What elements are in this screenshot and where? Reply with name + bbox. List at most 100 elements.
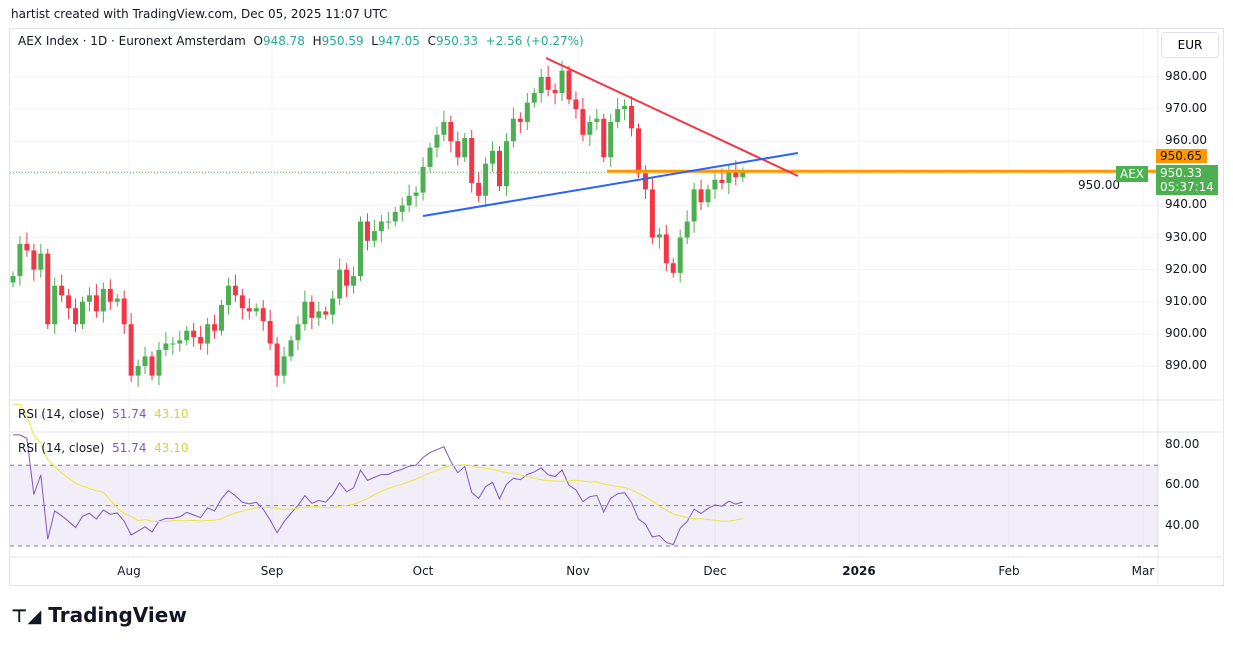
trendline-up [422, 152, 799, 217]
candle-body [510, 118, 516, 142]
open-value: 948.78 [262, 34, 305, 48]
candle-body [642, 173, 648, 190]
candle-body [566, 70, 572, 100]
candle-body [100, 288, 106, 312]
candle-body [455, 141, 461, 158]
symbol-badge: AEX [1116, 166, 1149, 182]
candle-body [344, 269, 350, 286]
candle-body [441, 121, 447, 135]
logo-icon: ⊤◢ [11, 606, 42, 627]
candle-body [239, 295, 245, 309]
candle-body [135, 365, 141, 376]
rsi-legend-collapsed[interactable]: RSI (14, close) 51.74 43.10 [18, 407, 188, 421]
close-label: C [427, 34, 436, 48]
candle-body [309, 301, 315, 318]
candle-body [205, 324, 211, 344]
candle-body [31, 250, 37, 270]
candle-body [52, 285, 58, 325]
candle-body [580, 109, 586, 135]
candle-body [399, 205, 405, 212]
candle-body [503, 141, 509, 187]
low-value: 947.05 [377, 34, 420, 48]
candle-body [517, 118, 523, 122]
candle-body [684, 221, 690, 238]
rsi-tick: 40.00 [1165, 517, 1200, 532]
time-tick: Dec [703, 564, 727, 578]
time-tick: Nov [566, 564, 590, 578]
candle-body [608, 121, 614, 158]
candle-body [142, 356, 148, 366]
candle-body [198, 337, 204, 344]
candle-body [733, 170, 739, 178]
rsi-band [10, 465, 1158, 546]
candle-body [177, 340, 183, 344]
rsi-tick: 60.00 [1165, 477, 1200, 492]
symbol-label: AEX Index · 1D · Euronext Amsterdam [18, 34, 246, 48]
candle-body [636, 128, 641, 174]
candle-body [719, 179, 725, 183]
candle-body [385, 221, 391, 223]
price-tick: 910.00 [1165, 293, 1207, 308]
candle-body [232, 285, 238, 296]
price-tick: 970.00 [1165, 101, 1207, 116]
currency-button[interactable]: EUR [1161, 32, 1219, 58]
candle-body [483, 163, 489, 196]
level-price-badge: 950.65 [1156, 149, 1207, 163]
rsi-legend[interactable]: RSI (14, close) 51.74 43.10 [18, 441, 188, 455]
candle-body [288, 340, 294, 357]
candle-body [615, 109, 621, 122]
candle-body [225, 285, 231, 305]
candle-body [573, 99, 579, 110]
candle-body [246, 308, 252, 312]
chart-frame[interactable] [9, 28, 1224, 586]
candle-body [726, 170, 732, 183]
rsi-tick: 80.00 [1165, 437, 1200, 451]
time-tick: Aug [117, 564, 141, 578]
last-price-badge: 950.33 05:37:14 [1156, 165, 1218, 195]
candle-body [476, 182, 482, 196]
price-tick: 920.00 [1165, 261, 1207, 276]
time-tick: Oct [412, 564, 434, 578]
candle-body [497, 150, 502, 187]
candle-body [10, 276, 16, 283]
candle-body [601, 118, 607, 158]
price-tick: 930.00 [1165, 229, 1207, 244]
time-tick: Mar [1131, 564, 1155, 578]
candle-body [66, 295, 72, 309]
rsi-name: RSI (14, close) [18, 441, 105, 455]
candle-body [73, 308, 79, 325]
candle-body [274, 343, 280, 376]
candle-body [170, 343, 176, 345]
candle-body [698, 189, 704, 203]
candle-body [524, 102, 530, 122]
attribution: hartist created with TradingView.com, De… [11, 7, 388, 21]
candle-body [740, 172, 746, 178]
candle-body [295, 324, 301, 341]
candle-body [490, 150, 496, 164]
candle-body [469, 138, 475, 183]
ohlc-legend: AEX Index · 1D · Euronext Amsterdam O948… [18, 34, 584, 48]
candle-body [629, 105, 635, 129]
candle-body [622, 105, 628, 110]
candle-body [163, 343, 169, 350]
candle-body [663, 234, 669, 264]
high-label: H [312, 34, 322, 48]
last-price: 950.33 [1160, 166, 1202, 180]
candle-body [93, 295, 99, 312]
candle-body [330, 298, 336, 315]
candle-body [649, 189, 655, 238]
candle-body [156, 349, 162, 376]
candle-body [45, 253, 51, 325]
candle-body [260, 308, 266, 322]
candle-body [107, 288, 113, 302]
rsi-ma-value: 43.10 [154, 441, 189, 455]
price-tick: 890.00 [1165, 357, 1207, 372]
candle-body [531, 93, 537, 103]
candle-body [559, 70, 565, 94]
candle-body [538, 77, 544, 94]
open-label: O [253, 34, 263, 48]
candle-body [302, 301, 308, 325]
candle-body [392, 211, 398, 222]
candle-body [670, 263, 676, 273]
